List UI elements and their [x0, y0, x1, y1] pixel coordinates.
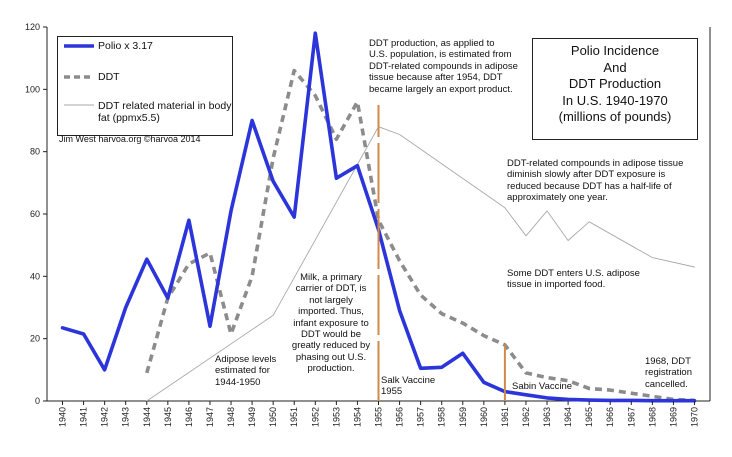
x-tick-label-1953: 1953 [331, 407, 341, 427]
x-tick-label-1952: 1952 [310, 407, 320, 427]
x-tick-label-1960: 1960 [479, 407, 489, 427]
chart-title-line-5: (millions of pounds) [558, 109, 672, 124]
chart-title: Polio Incidence And DDT Production In U.S. … [532, 38, 698, 140]
annotation-ddt-cancelled: 1968, DDT registration cancelled. [645, 356, 692, 390]
legend-label-ddt: DDT [98, 71, 120, 83]
milk-line-8: phasing out U.S. [295, 351, 367, 363]
chart-title-line-2: And [603, 59, 627, 75]
legend-label-polio: Polio x 3.17 [98, 40, 153, 52]
ddt-cancelled-line-2: registration [645, 367, 692, 379]
x-tick-label-1966: 1966 [605, 407, 615, 427]
half-life-line-4: approximately one year. [507, 192, 608, 204]
milk-line-3: not largely [309, 294, 353, 306]
annotation-imported-food: Some DDT enters U.S. adipose tissue in im… [507, 268, 640, 291]
milk-line-6: DDT would be [300, 329, 362, 341]
x-tick-label-1956: 1956 [395, 407, 405, 427]
ddt-cancelled-line-3: cancelled. [645, 378, 688, 390]
credit-line: Jim West harvoa.org ©harvoa 2014 [59, 134, 201, 144]
x-tick-label-1967: 1967 [626, 407, 636, 427]
x-tick-label-1964: 1964 [563, 407, 573, 427]
adipose-levels-line-1: Adipose levels [215, 354, 277, 365]
y-tick-label-0: 0 [35, 396, 40, 406]
milk-line-7: greatly reduced by [291, 340, 371, 352]
y-tick-label-100: 100 [25, 84, 40, 94]
x-tick-labels: 1940 1941 1942 1943 1944 1945 1946 1947 1948 1949… [58, 401, 700, 427]
x-tick-label-1949: 1949 [247, 407, 257, 427]
sabin-line-1: Sabin Vaccine [512, 381, 573, 392]
annotation-sabin-vaccine: Sabin Vaccine [512, 381, 572, 392]
y-tick-label-80: 80 [30, 147, 40, 157]
x-tick-label-1947: 1947 [205, 407, 215, 427]
imported-food-line-1: Some DDT enters U.S. adipose [507, 268, 640, 279]
x-tick-label-1963: 1963 [542, 407, 552, 427]
milk-line-2: carrier of DDT, is [295, 283, 367, 295]
annotation-half-life: DDT-related compounds in adipose tissue d… [507, 158, 683, 204]
x-tick-label-1945: 1945 [163, 407, 173, 427]
x-tick-label-1940: 1940 [58, 407, 68, 427]
adipose-levels-line-3: 1944-1950 [215, 376, 261, 388]
x-tick-label-1941: 1941 [79, 407, 89, 427]
x-tick-label-1962: 1962 [521, 407, 531, 427]
series-line-body-fat [146, 126, 695, 402]
x-tick-label-1955: 1955 [374, 407, 384, 427]
chart-title-line-1: Polio Incidence [570, 43, 660, 58]
salk-line-2: 1955 [381, 386, 403, 398]
ddt-export-line-2: U.S. population, is estimated from [369, 49, 512, 61]
x-tick-label-1951: 1951 [289, 407, 299, 427]
salk-line-1: Salk Vaccine [381, 375, 436, 386]
annotation-adipose-levels: Adipose levels estimated for 1944-1950 [215, 354, 276, 388]
imported-food-line-2: tissue in imported food. [507, 279, 606, 291]
adipose-levels-line-2: estimated for [215, 365, 270, 377]
annotation-milk: Milk, a primary carrier of DDT, is not lar… [285, 272, 377, 375]
x-tick-label-1965: 1965 [584, 407, 594, 427]
y-tick-label-40: 40 [30, 271, 40, 281]
x-tick-label-1944: 1944 [142, 407, 152, 427]
legend-label-body-fat-1: DDT related material in body [98, 100, 232, 112]
series-line-ddt [145, 68, 695, 403]
chart-title-line-3: DDT Production [568, 76, 662, 91]
y-tick-label-20: 20 [30, 334, 40, 344]
legend-swatch-polio [64, 44, 94, 48]
x-tick-label-1959: 1959 [458, 407, 468, 427]
x-tick-label-1961: 1961 [500, 407, 510, 427]
x-tick-label-1946: 1946 [184, 407, 194, 427]
half-life-line-3: reduced because DDT has a half-life of [507, 180, 672, 192]
x-tick-label-1957: 1957 [416, 407, 426, 427]
vertical-markers [377, 104, 506, 401]
legend: Polio x 3.17 DDT DDT related material in… [57, 36, 233, 136]
half-life-line-1: DDT-related compounds in adipose tissue [507, 158, 684, 169]
annotation-salk-vaccine: Salk Vaccine 1955 [381, 375, 435, 398]
milk-line-5: infant exposure to [293, 317, 369, 329]
ddt-export-line-3: DDT-related compounds in adipose [369, 60, 518, 72]
x-tick-label-1948: 1948 [226, 407, 236, 427]
milk-line-9: production. [307, 363, 355, 375]
y-tick-label-120: 120 [25, 22, 40, 32]
legend-swatch-ddt [64, 75, 94, 79]
y-tick-labels: 0 20 40 60 80 100 120 [25, 22, 47, 406]
ddt-export-line-1: DDT production, as applied to [369, 38, 495, 49]
milk-line-4: imported. Thus, [298, 306, 364, 318]
x-tick-label-1943: 1943 [121, 407, 131, 427]
ddt-cancelled-line-1: 1968, DDT [645, 356, 691, 367]
x-tick-label-1942: 1942 [100, 407, 110, 427]
x-tick-label-1969: 1969 [668, 407, 678, 427]
x-tick-label-1968: 1968 [647, 407, 657, 427]
milk-line-1: Milk, a primary [300, 272, 362, 283]
chart-title-line-4: In U.S. 1940-1970 [562, 92, 668, 108]
half-life-line-2: diminish slowly after DDT exposure is [507, 169, 666, 181]
y-tick-label-60: 60 [30, 209, 40, 219]
x-tick-label-1958: 1958 [437, 407, 447, 427]
ddt-export-line-4: tissue because after 1954, DDT [369, 72, 503, 84]
legend-swatch-body-fat [64, 104, 94, 106]
x-tick-label-1954: 1954 [352, 407, 362, 427]
ddt-export-line-5: became largely an export product. [369, 83, 513, 95]
legend-label-body-fat-2: fat (ppmx5.5) [98, 112, 160, 124]
x-tick-label-1970: 1970 [690, 407, 700, 427]
annotation-ddt-export: DDT production, as applied to U.S. popula… [369, 38, 518, 95]
x-tick-label-1950: 1950 [268, 407, 278, 427]
